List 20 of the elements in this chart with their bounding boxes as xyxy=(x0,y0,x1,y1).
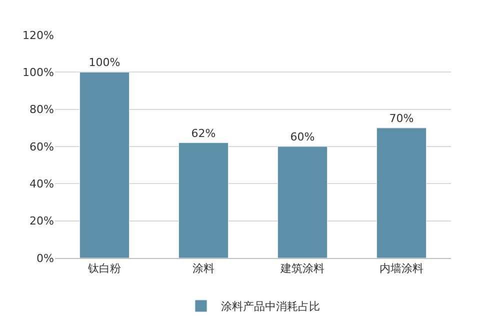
x-tick-label: 涂料 xyxy=(192,262,214,276)
y-tick-label: 40% xyxy=(30,178,54,191)
y-tick-label: 80% xyxy=(30,103,54,116)
bar xyxy=(80,72,130,258)
x-tick-label: 钛白粉 xyxy=(87,262,121,276)
y-tick-label: 0% xyxy=(36,252,54,265)
x-tick-label: 内墙涂料 xyxy=(380,262,424,276)
y-tick-label: 120% xyxy=(22,28,54,42)
bar xyxy=(376,128,426,258)
bar xyxy=(178,142,228,258)
data-label: 62% xyxy=(191,126,216,140)
data-label: 100% xyxy=(88,56,120,70)
data-label: 70% xyxy=(389,112,414,125)
bar xyxy=(278,146,328,258)
x-tick-label: 建筑涂料 xyxy=(280,262,324,276)
y-tick-label: 100% xyxy=(22,66,54,80)
y-tick-label: 60% xyxy=(30,140,54,154)
legend-label: 涂料产品中消耗占比 xyxy=(221,300,320,314)
data-label: 60% xyxy=(290,130,315,144)
y-tick-label: 20% xyxy=(30,214,54,228)
